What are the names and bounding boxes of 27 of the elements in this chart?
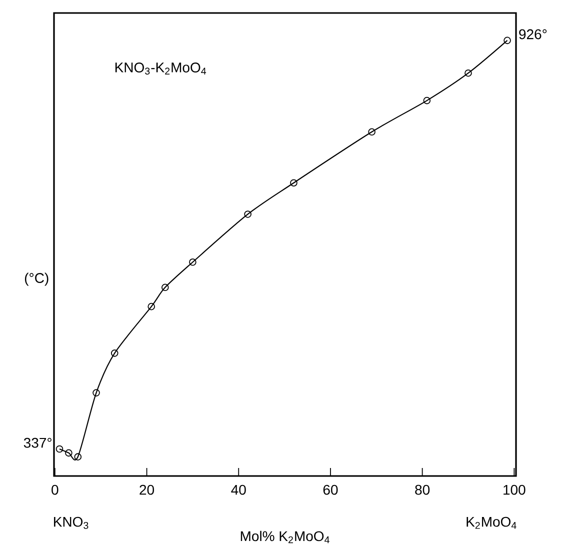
x-tick-label: 60 xyxy=(323,484,338,495)
annotation: 337° xyxy=(24,438,52,448)
x-axis-title: Mol% K$_{2}$MoO$_{4}$ xyxy=(240,530,330,544)
annotation: 926° xyxy=(519,29,547,40)
point xyxy=(464,69,472,77)
point xyxy=(110,350,118,357)
text: KNO$_{3}$-K$_{2}$MoO$_{4}$ xyxy=(115,62,206,75)
x-tick-label: 20 xyxy=(140,484,154,495)
point xyxy=(148,302,156,310)
y-axis-title: (°C) xyxy=(24,272,48,286)
point xyxy=(92,389,100,396)
point xyxy=(423,96,431,104)
x-tick-label: 80 xyxy=(415,484,430,495)
x-tick-label: 0 xyxy=(52,484,58,495)
point xyxy=(189,258,196,266)
point xyxy=(161,284,169,292)
point xyxy=(290,179,298,187)
point xyxy=(504,36,511,44)
text: K$_{2}$MoO$_{4}$ xyxy=(466,516,516,529)
point xyxy=(244,210,252,218)
point xyxy=(74,453,82,460)
text: KNO$_{3}$ xyxy=(54,516,88,529)
x-tick-label: 100 xyxy=(504,484,526,495)
x-tick-label: 40 xyxy=(231,484,246,495)
point xyxy=(65,449,72,457)
point xyxy=(56,445,64,453)
point xyxy=(368,128,376,136)
